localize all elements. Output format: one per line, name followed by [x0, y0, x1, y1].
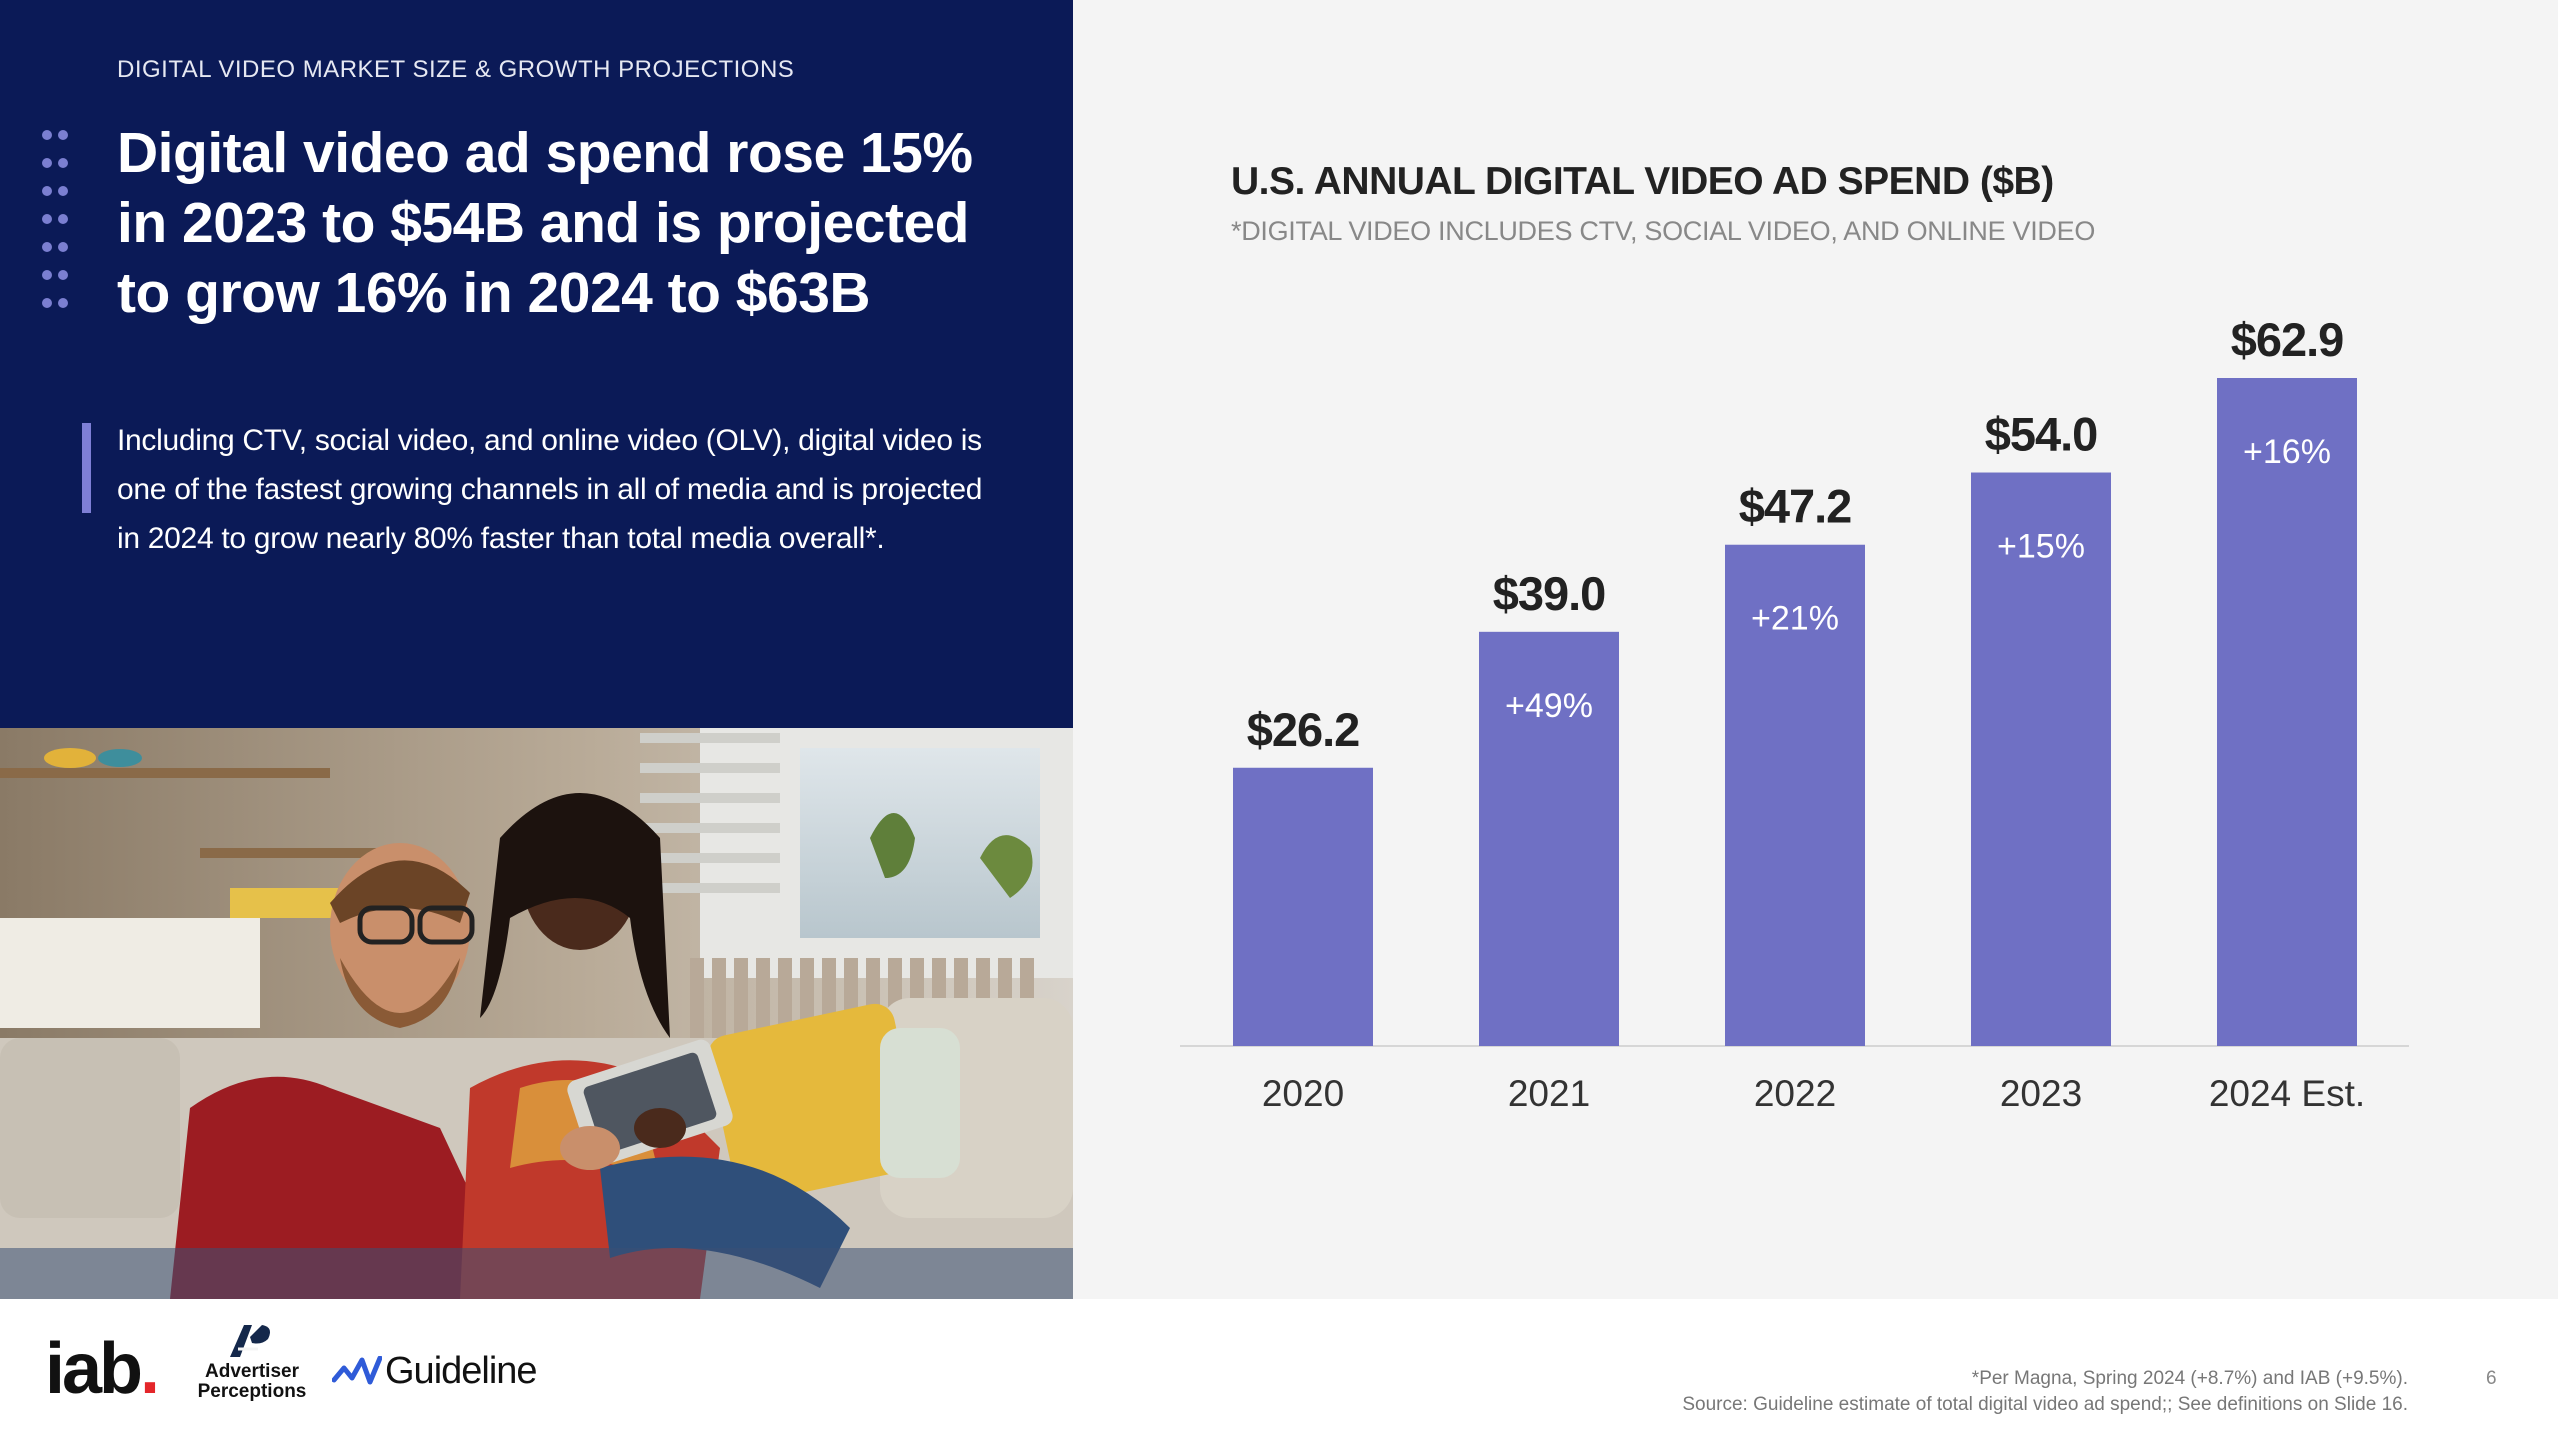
headline-panel: DIGITAL VIDEO MARKET SIZE & GROWTH PROJE… [0, 0, 1073, 728]
bar-2 [1725, 544, 1865, 1046]
bar-value-label-2: $47.2 [1739, 480, 1852, 533]
footnote-line-2: Source: Guideline estimate of total digi… [1682, 1394, 2408, 1415]
footnote-line-1: *Per Magna, Spring 2024 (+8.7%) and IAB … [1971, 1368, 2408, 1389]
slide-headline: Digital video ad spend rose 15% in 2023 … [117, 121, 973, 325]
quote-accent-bar [82, 423, 91, 513]
advertiser-perceptions-line1: Advertiser [205, 1361, 299, 1382]
bar-value-label-3: $54.0 [1985, 408, 2098, 461]
iab-logo: iab. [45, 1328, 160, 1410]
chart-title: U.S. ANNUAL DIGITAL VIDEO AD SPEND ($B) [1231, 160, 2054, 203]
bar-growth-label-2: +21% [1751, 600, 1839, 638]
bar-0 [1233, 767, 1373, 1046]
page-number: 6 [2486, 1368, 2497, 1389]
couple-on-sofa-photo [0, 728, 1073, 1299]
chart-subtitle: *DIGITAL VIDEO INCLUDES CTV, SOCIAL VIDE… [1231, 216, 2096, 246]
bar-4 [2217, 378, 2357, 1046]
bar-1 [1479, 631, 1619, 1046]
advertiser-perceptions-line2: Perceptions [197, 1381, 307, 1402]
advertiser-perceptions-logo: Advertiser Perceptions [193, 1362, 311, 1402]
guideline-logo: Guideline [385, 1350, 538, 1392]
bar-growth-label-1: +49% [1505, 687, 1593, 725]
bar-value-label-0: $26.2 [1247, 703, 1360, 756]
bar-3 [1971, 472, 2111, 1046]
iab-logo-dot: . [140, 1329, 160, 1409]
x-tick-label-0: 2020 [1262, 1073, 1344, 1114]
advertiser-perceptions-logo-icon [230, 1325, 270, 1357]
iab-logo-text: iab [45, 1329, 143, 1409]
section-eyebrow: DIGITAL VIDEO MARKET SIZE & GROWTH PROJE… [117, 56, 795, 83]
source-footnote: *Per Magna, Spring 2024 (+8.7%) and IAB … [1682, 1366, 2408, 1418]
slide-body-text: Including CTV, social video, and online … [117, 424, 983, 555]
bar-chart: $26.2 2020 $39.0 +49% 2021 $47.2 +21% 2022 $54.0… [1180, 313, 2409, 1114]
x-tick-label-3: 2023 [2000, 1073, 2082, 1114]
bar-growth-label-4: +16% [2243, 433, 2331, 471]
bar-value-label-4: $62.9 [2231, 313, 2344, 366]
slide-footer [0, 1299, 2558, 1440]
bar-value-label-1: $39.0 [1493, 567, 1606, 620]
bar-growth-label-3: +15% [1997, 528, 2085, 566]
decorative-dots-icon [42, 130, 78, 320]
x-tick-label-1: 2021 [1508, 1073, 1590, 1114]
guideline-logo-icon [332, 1356, 382, 1385]
x-tick-label-2: 2022 [1754, 1073, 1836, 1114]
x-tick-label-4: 2024 Est. [2209, 1073, 2365, 1114]
